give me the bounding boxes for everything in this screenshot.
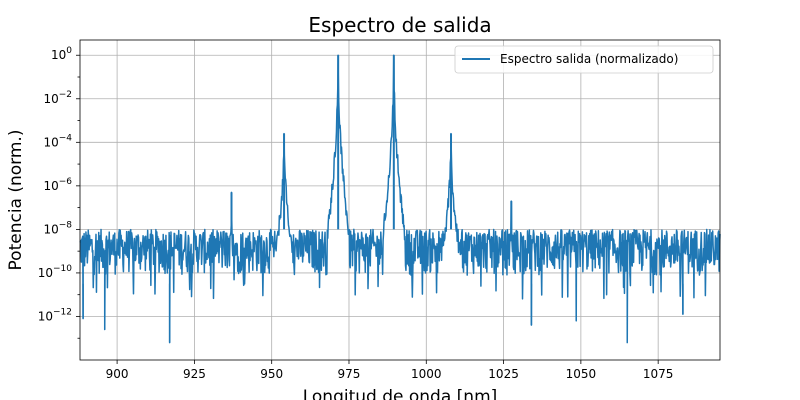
x-tick-label: 925 xyxy=(183,367,206,381)
y-tick-label: 10−12 xyxy=(38,307,72,323)
data-layer xyxy=(79,54,721,344)
y-tick-label: 10−8 xyxy=(43,220,72,236)
grid-layer xyxy=(80,40,720,360)
y-tick-label: 100 xyxy=(51,46,72,62)
y-tick-label: 10−4 xyxy=(43,133,72,149)
spectrum-line xyxy=(79,54,721,344)
y-axis-label: Potencia (norm.) xyxy=(6,130,26,271)
plot-frame xyxy=(79,39,721,361)
legend-label: Espectro salida (normalizado) xyxy=(500,52,678,66)
x-tick-label: 1000 xyxy=(411,367,442,381)
legend-box xyxy=(454,45,714,74)
tick-layer: 900 925 950 975 1000 1025 1050 1075 100 10−2 10−4 1… xyxy=(38,46,674,381)
x-tick-label: 975 xyxy=(338,367,361,381)
x-tick-label: 1075 xyxy=(643,367,674,381)
x-tick-label: 950 xyxy=(260,367,283,381)
y-tick-label: 10−10 xyxy=(38,264,73,280)
x-tick-label: 900 xyxy=(106,367,129,381)
y-tick-label: 10−6 xyxy=(43,177,72,193)
x-axis-label: Longitud de onda [nm] xyxy=(303,387,498,400)
y-tick-label: 10−2 xyxy=(43,90,72,106)
chart-title: Espectro de salida xyxy=(308,13,491,37)
x-tick-label: 1050 xyxy=(566,367,597,381)
legend: Espectro salida (normalizado) xyxy=(454,45,714,74)
x-tick-label: 1025 xyxy=(488,367,519,381)
